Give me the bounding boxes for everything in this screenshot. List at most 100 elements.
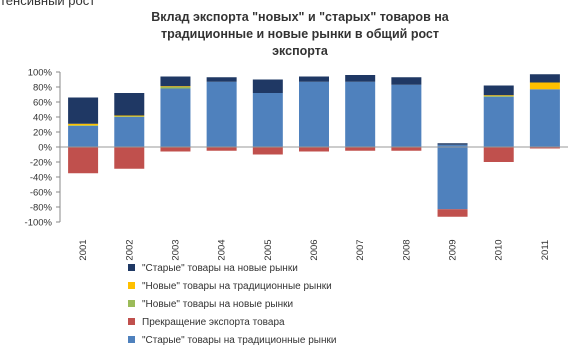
bar-segment	[483, 147, 514, 162]
legend-item: "Старые" товары на новые рынки	[128, 263, 298, 274]
legend-label: "Новые" товары на новые рынки	[142, 299, 293, 310]
plot-area	[68, 74, 560, 217]
legend-item: "Новые" товары на традиционные рынки	[128, 281, 332, 292]
chart-title-line-3: экспорта	[272, 44, 328, 58]
x-tick-label: 2002	[124, 239, 135, 260]
bar-segment	[391, 84, 422, 147]
caption-fragment: тенсивный рост	[0, 0, 96, 8]
bar-segment	[160, 88, 191, 147]
bar-segment	[160, 76, 191, 87]
bar-segment	[437, 143, 468, 145]
x-tick-label: 2003	[170, 239, 181, 260]
x-tick-label: 2009	[448, 239, 459, 260]
bar-segment	[437, 147, 468, 210]
bar-segment	[391, 77, 422, 85]
bar-segment	[114, 116, 145, 117]
x-tick-label: 2004	[217, 239, 228, 260]
bar-group-2009	[437, 143, 468, 217]
bar-group-2001	[68, 97, 99, 174]
bar-segment	[529, 89, 560, 147]
bar-segment	[299, 76, 329, 82]
bar-group-2005	[252, 79, 283, 155]
y-tick-label: -80%	[30, 203, 53, 214]
y-tick-label: 60%	[33, 98, 53, 109]
y-tick-label: 100%	[28, 68, 53, 79]
bar-segment	[529, 147, 560, 149]
bar-segment	[114, 93, 145, 116]
x-tick-label: 2011	[540, 240, 551, 260]
bar-segment	[68, 123, 99, 126]
y-tick-label: -40%	[30, 173, 53, 184]
y-tick-label: -60%	[30, 188, 53, 199]
bar-segment	[529, 82, 560, 90]
bar-segment	[391, 147, 422, 151]
y-tick-label: 40%	[33, 113, 53, 124]
bar-segment	[345, 81, 376, 147]
bar-segment	[252, 147, 283, 155]
legend-label: Прекращение экспорта товара	[142, 317, 285, 328]
x-tick-label: 2008	[401, 239, 412, 260]
legend-item: "Старые" товары на традиционные рынки	[128, 335, 336, 346]
bar-segment	[206, 147, 237, 151]
y-tick-label: 80%	[33, 83, 53, 94]
bar-segment	[252, 93, 283, 147]
bar-group-2006	[299, 76, 329, 152]
legend: "Старые" товары на новые рынки "Новые" то…	[128, 263, 336, 346]
legend-item: Прекращение экспорта товара	[128, 317, 285, 328]
legend-swatch	[128, 264, 135, 271]
bar-segment	[252, 79, 283, 93]
bar-segment	[160, 86, 191, 87]
bar-segment	[483, 95, 514, 96]
legend-swatch	[128, 300, 135, 307]
bar-segment	[68, 97, 99, 124]
bar-segment	[206, 81, 237, 147]
y-tick-label: -20%	[30, 158, 53, 169]
bar-group-2004	[206, 77, 237, 151]
bar-segment	[437, 209, 468, 217]
x-tick-label: 2006	[309, 239, 320, 260]
bar-segment	[529, 74, 560, 83]
y-tick-label: 20%	[33, 128, 53, 139]
x-tick-label: 2010	[494, 239, 505, 260]
bar-segment	[160, 147, 191, 152]
bar-segment	[345, 147, 376, 151]
x-axis: 2001 2002 2003 2004 2005 2006 2007 2008 2009 2010…	[60, 146, 568, 261]
legend-swatch	[128, 336, 135, 343]
y-tick-label: -100%	[25, 218, 53, 229]
bar-group-2007	[345, 75, 376, 151]
bar-group-2002	[114, 93, 145, 169]
x-tick-label: 2005	[263, 239, 274, 260]
bar-segment	[160, 87, 191, 89]
bar-segment	[483, 96, 514, 147]
bar-segment	[114, 117, 145, 147]
bar-segment	[114, 115, 145, 117]
bar-group-2008	[391, 77, 422, 151]
bar-group-2011	[529, 74, 560, 149]
bar-segment	[483, 96, 514, 97]
bar-segment	[299, 81, 329, 147]
legend-label: "Новые" товары на традиционные рынки	[142, 281, 332, 292]
legend-swatch	[128, 318, 135, 325]
bar-segment	[483, 85, 514, 96]
bar-segment	[206, 77, 237, 82]
y-axis: 100% 80% 60% 40% 20% 0% -20% -40% -60% -80% -100%	[25, 68, 61, 229]
bar-segment	[299, 147, 329, 152]
chart-title-line-1: Вклад экспорта "новых" и "старых" товаро…	[151, 10, 449, 24]
bar-segment	[68, 126, 99, 147]
bar-group-2010	[483, 85, 514, 162]
bar-segment	[345, 75, 376, 82]
bar-segment	[68, 125, 99, 126]
legend-label: "Старые" товары на новые рынки	[142, 263, 298, 274]
legend-swatch	[128, 282, 135, 289]
bar-segment	[114, 147, 145, 169]
legend-item: "Новые" товары на новые рынки	[128, 299, 293, 310]
chart-title: Вклад экспорта "новых" и "старых" товаро…	[80, 9, 520, 60]
x-tick-label: 2001	[78, 239, 89, 260]
y-tick-label: 0%	[38, 143, 52, 154]
x-tick-label: 2007	[355, 239, 366, 260]
bar-segment	[437, 144, 468, 147]
bar-segment	[68, 147, 99, 174]
legend-label: "Старые" товары на традиционные рынки	[142, 335, 336, 346]
chart-title-line-2: традиционные и новые рынки в общий рост	[160, 27, 439, 41]
